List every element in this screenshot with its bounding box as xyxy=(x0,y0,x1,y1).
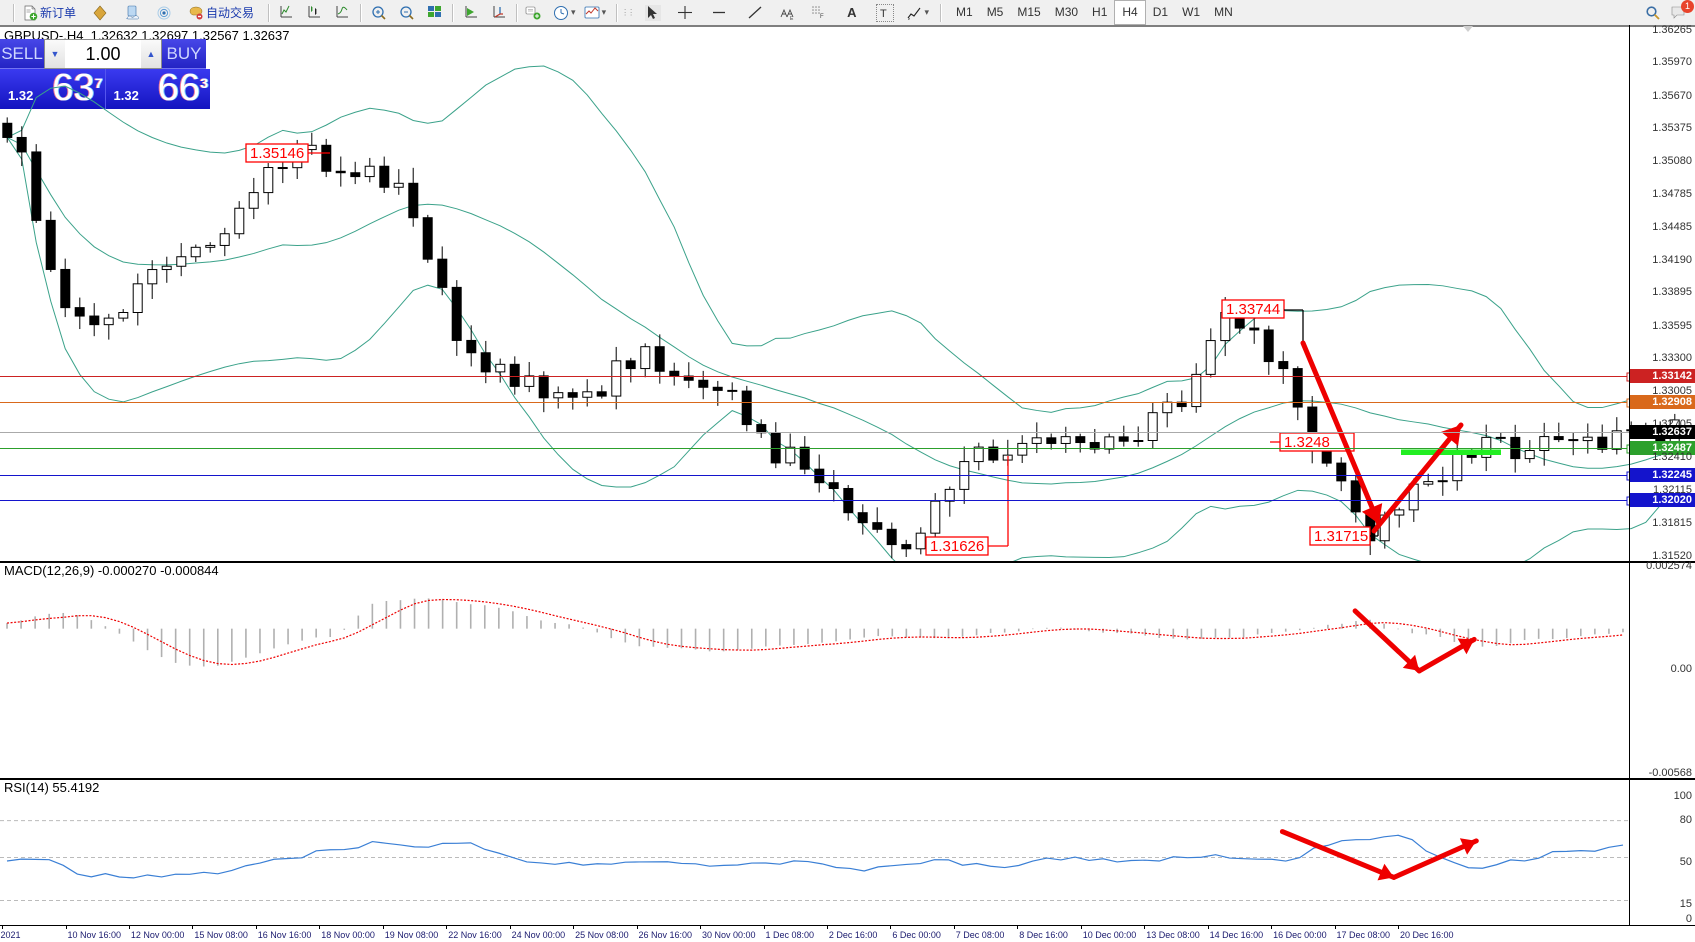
svg-text:F: F xyxy=(820,14,824,20)
svg-text:1.35146: 1.35146 xyxy=(250,145,304,162)
svg-text:1.33744: 1.33744 xyxy=(1226,301,1280,318)
svg-text:1.31626: 1.31626 xyxy=(930,538,984,555)
svg-text:T: T xyxy=(880,8,887,20)
svg-text:1.31715: 1.31715 xyxy=(1314,528,1368,545)
svg-text:E: E xyxy=(790,16,794,21)
